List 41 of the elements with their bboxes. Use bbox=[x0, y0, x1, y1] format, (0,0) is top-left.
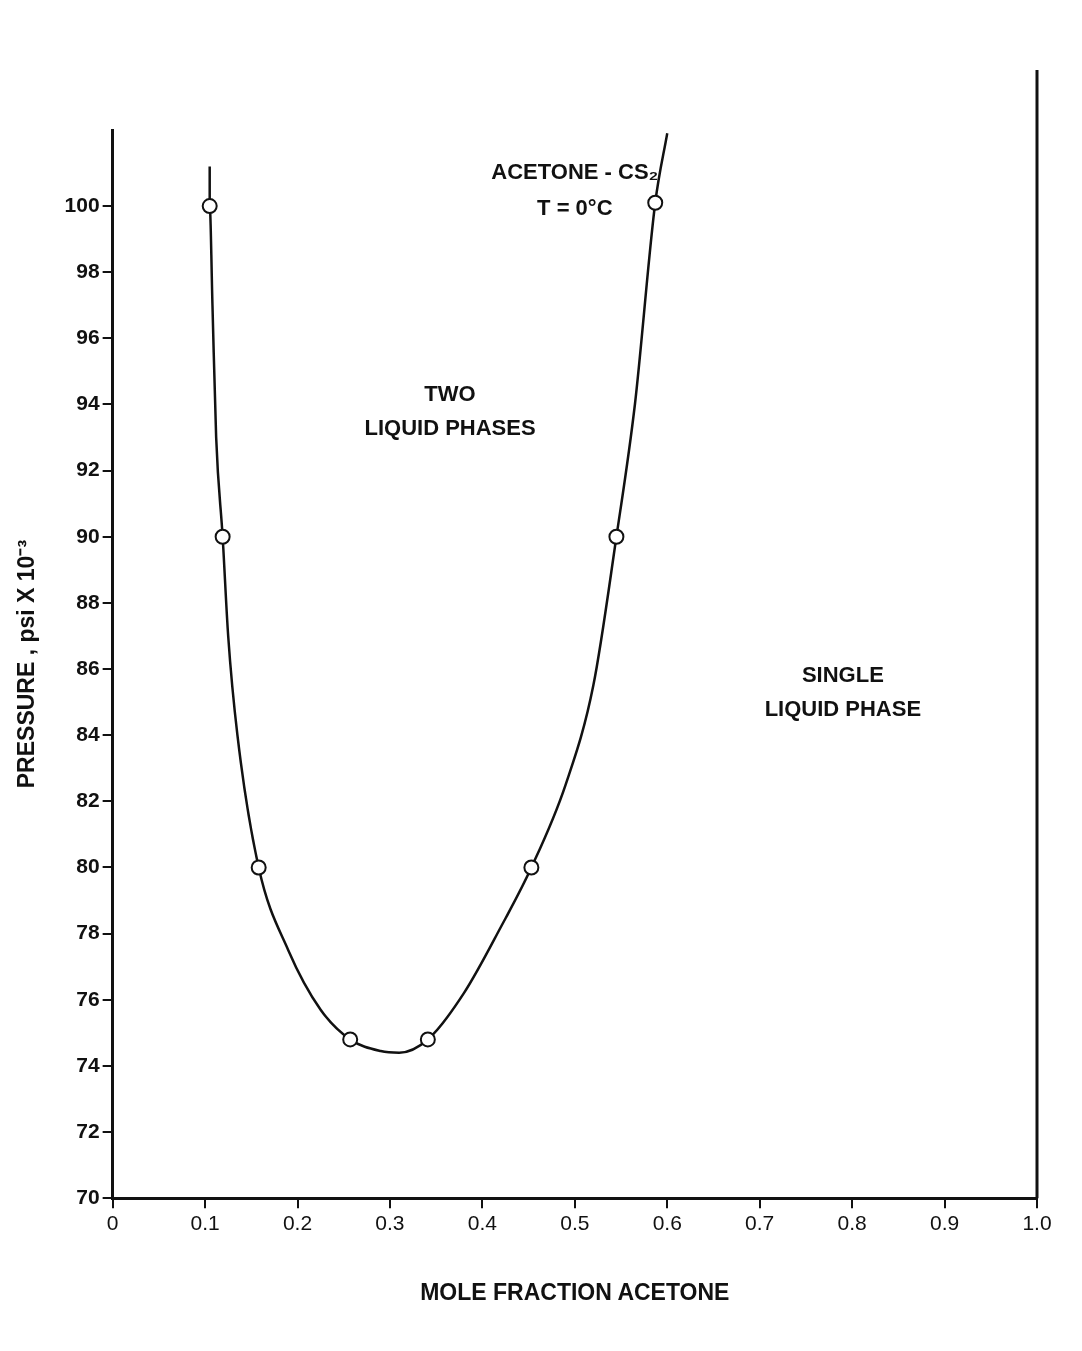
y-tick-label: 92 bbox=[76, 457, 100, 481]
y-axis-title: PRESSURE , psi X 10⁻³ bbox=[13, 539, 40, 789]
point bbox=[342, 1031, 359, 1048]
point bbox=[523, 859, 540, 876]
annotation: SINGLE LIQUID PHASE bbox=[764, 661, 922, 721]
x-tick-label: 0.5 bbox=[560, 1210, 590, 1234]
y-tick-label: 84 bbox=[76, 722, 100, 745]
x-tick-label: 0.3 bbox=[375, 1210, 405, 1234]
x-tick-label: 0.7 bbox=[745, 1210, 775, 1234]
y-tick-label: 82 bbox=[76, 788, 100, 812]
annotation: T = 0°C bbox=[537, 195, 613, 221]
y-tick-label: 72 bbox=[76, 1118, 100, 1142]
point bbox=[608, 528, 625, 545]
y-tick-label: 98 bbox=[76, 259, 100, 282]
point bbox=[419, 1031, 436, 1048]
y-tick-label: 74 bbox=[76, 1052, 100, 1076]
y-tick-label: 86 bbox=[76, 655, 100, 679]
x-tick-label: 0.4 bbox=[467, 1210, 498, 1234]
point bbox=[201, 198, 218, 215]
annotation: ACETONE - CS₂ bbox=[491, 159, 659, 185]
y-tick-label: 80 bbox=[76, 854, 100, 878]
y-tick-label: 78 bbox=[76, 920, 100, 944]
y-tick-label: 70 bbox=[76, 1185, 100, 1208]
y-tick-label: 76 bbox=[76, 986, 100, 1010]
x-tick-label: 0.1 bbox=[190, 1210, 220, 1234]
x-axis-title: MOLE FRACTION ACETONE bbox=[420, 1278, 730, 1305]
point bbox=[250, 859, 267, 876]
x-tick-label: 0.2 bbox=[282, 1210, 313, 1234]
y-tick-label: 100 bbox=[64, 192, 100, 216]
x-tick-label: 0.8 bbox=[837, 1210, 867, 1234]
point bbox=[214, 528, 231, 545]
y-tick-label: 96 bbox=[76, 325, 100, 349]
point bbox=[647, 194, 664, 211]
x-tick-label: 1.0 bbox=[1022, 1210, 1052, 1234]
y-tick-label: 94 bbox=[76, 391, 100, 415]
annotation: TWO LIQUID PHASES bbox=[364, 380, 536, 440]
x-tick-label: 0.9 bbox=[929, 1210, 960, 1234]
x-tick-label: 0.6 bbox=[652, 1210, 682, 1234]
x-tick-label: 0 bbox=[106, 1210, 119, 1234]
y-tick-label: 88 bbox=[76, 589, 100, 613]
y-tick-label: 90 bbox=[76, 523, 100, 547]
